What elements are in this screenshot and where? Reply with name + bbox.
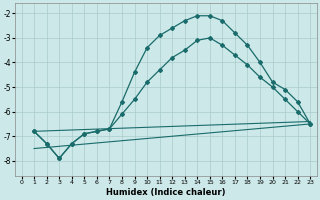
X-axis label: Humidex (Indice chaleur): Humidex (Indice chaleur) xyxy=(106,188,226,197)
